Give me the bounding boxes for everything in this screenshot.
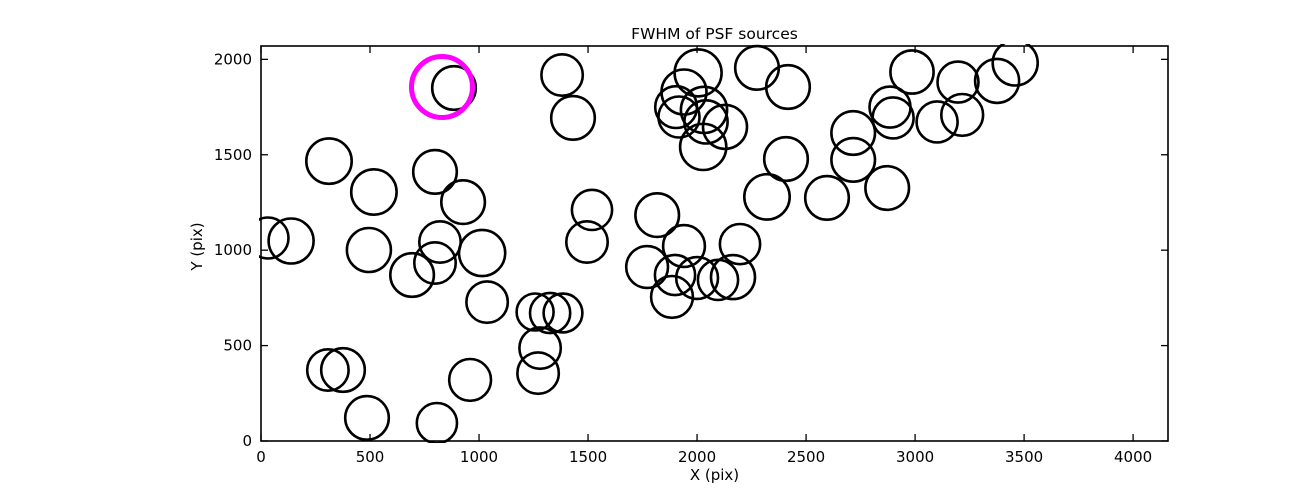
- psf-source-circle: [305, 347, 350, 392]
- psf-source-circle: [319, 346, 367, 394]
- psf-source-circle: [939, 92, 985, 138]
- psf-source-circle: [349, 168, 398, 217]
- psf-source-circle: [649, 274, 695, 320]
- y-axis-label: Y (pix): [188, 222, 206, 271]
- psf-source-circle: [411, 148, 459, 195]
- y-tick-label: 1500: [214, 146, 252, 164]
- x-tick-label: 3500: [1005, 448, 1043, 466]
- psf-source-circle: [661, 223, 707, 269]
- psf-source-circle: [430, 64, 478, 112]
- psf-source-circle: [871, 96, 915, 140]
- x-tick-label: 3000: [896, 448, 934, 466]
- psf-source-circle: [447, 357, 493, 403]
- x-tick-label: 0: [256, 448, 266, 466]
- y-tick-label: 1000: [214, 241, 252, 259]
- x-tick-label: 2000: [678, 448, 716, 466]
- psf-source-circle: [542, 292, 584, 334]
- psf-source-circle: [457, 228, 507, 278]
- x-tick-label: 1000: [460, 448, 498, 466]
- psf-source-circle: [343, 394, 391, 442]
- x-tick-label: 1500: [569, 448, 607, 466]
- psf-source-circle: [412, 241, 457, 286]
- psf-source-circle: [742, 172, 791, 221]
- psf-source-circle: [803, 174, 851, 221]
- psf-source-circle: [762, 135, 810, 183]
- psf-source-circle: [709, 253, 757, 301]
- y-tick-label: 2000: [214, 50, 252, 68]
- psf-source-circle: [440, 179, 487, 226]
- psf-source-circle: [389, 251, 436, 299]
- chart-title: FWHM of PSF sources: [631, 25, 798, 43]
- psf-source-circle: [304, 137, 353, 186]
- psf-source-circle: [936, 60, 980, 104]
- y-tick-label: 500: [223, 337, 252, 355]
- psf-source-circle: [733, 44, 781, 92]
- psf-source-circle: [549, 94, 597, 142]
- psf-source-circle: [674, 255, 720, 301]
- psf-source-circle: [516, 351, 561, 396]
- psf-source-circle: [259, 216, 290, 260]
- x-tick-label: 4000: [1114, 448, 1152, 466]
- psf-source-circle: [830, 109, 877, 157]
- psf-source-circle: [889, 49, 935, 95]
- psf-source-circle: [764, 63, 812, 111]
- psf-source-circle: [683, 99, 729, 145]
- y-tick-label: 0: [242, 432, 252, 450]
- psf-source-circle: [657, 95, 701, 139]
- x-axis-label: X (pix): [690, 466, 739, 484]
- psf-source-circle: [718, 222, 762, 266]
- highlighted-psf-circle: [409, 54, 475, 120]
- psf-source-circle: [415, 401, 459, 443]
- x-tick-label: 500: [356, 448, 385, 466]
- axes-spines: [260, 45, 1169, 442]
- psf-source-circle: [864, 164, 911, 212]
- psf-source-circle: [465, 280, 510, 325]
- psf-source-circle: [518, 326, 563, 371]
- psf-source-circle: [267, 217, 315, 265]
- psf-source-circle: [915, 100, 959, 144]
- psf-source-circle: [653, 253, 697, 297]
- psf-source-circle: [564, 220, 609, 265]
- data-points-layer: [259, 44, 1039, 443]
- psf-source-circle: [515, 292, 555, 332]
- axes-layer: 0 500 1000 1500 2000 2500 3000 3500 4000 0 500 1000…: [214, 45, 1169, 466]
- psf-source-circle: [540, 52, 585, 98]
- psf-source-circle: [624, 244, 670, 290]
- psf-source-circle: [830, 136, 877, 183]
- psf-source-circle: [570, 188, 614, 232]
- psf-source-circle: [634, 192, 681, 239]
- psf-source-circle: [701, 103, 749, 151]
- psf-source-circle: [991, 44, 1039, 87]
- x-tick-label: 2500: [787, 448, 825, 466]
- psf-source-circle: [345, 226, 393, 274]
- psf-source-circle: [528, 291, 572, 335]
- psf-source-circle: [973, 57, 1021, 105]
